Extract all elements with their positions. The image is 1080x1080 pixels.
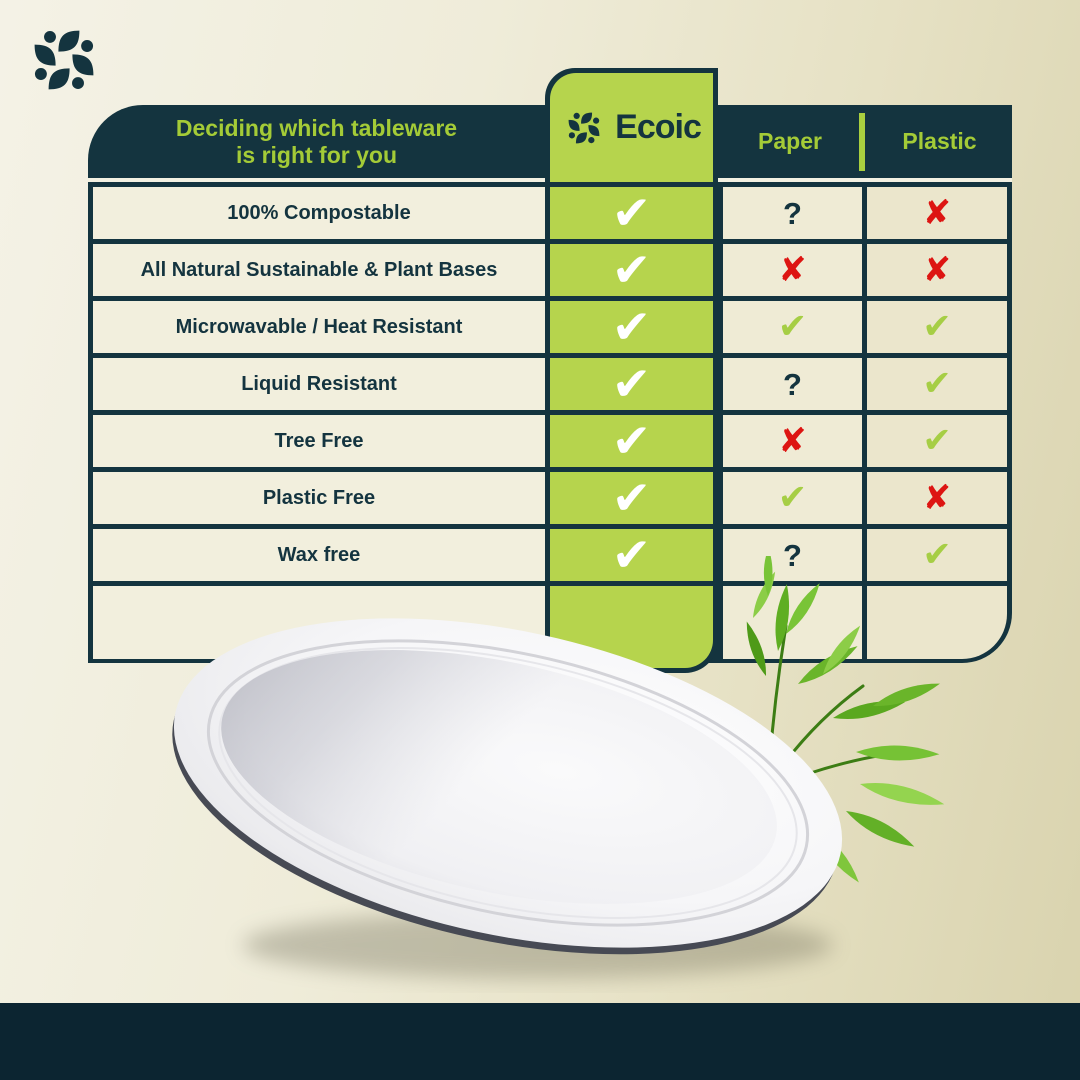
paper-mark-cell: ✘ [723, 415, 862, 467]
plastic-mark-cell: ✘ [867, 472, 1007, 524]
check-icon: ✔ [611, 299, 652, 355]
plastic-mark-cell: ✔ [867, 358, 1007, 410]
check-icon: ✔ [611, 185, 652, 241]
check-icon: ✔ [611, 356, 652, 412]
feature-label-cell: All Natural Sustainable & Plant Bases [93, 244, 545, 296]
plastic-column-header: Plastic [902, 128, 977, 154]
ecoic-mark-cell: ✔ [550, 358, 713, 410]
cross-icon: ✘ [778, 421, 807, 461]
check-icon: ✔ [777, 477, 808, 518]
ecoic-mark-cell: ✔ [550, 472, 713, 524]
feature-label-cell: Microwavable / Heat Resistant [93, 301, 545, 353]
footer-bar [0, 1003, 1080, 1080]
comparison-table: Deciding which tableware is right for yo… [88, 68, 1012, 673]
paper-mark-cell: ✘ [723, 244, 862, 296]
plastic-mark-cell: ✔ [867, 415, 1007, 467]
table-title-line1: Deciding which tableware [175, 114, 458, 141]
check-icon: ✔ [611, 527, 652, 583]
check-icon: ✔ [922, 420, 952, 461]
brand-logo-icon [34, 30, 94, 90]
plastic-mark-cell: ✘ [867, 187, 1007, 239]
check-icon: ✔ [611, 413, 652, 469]
plate-image [172, 618, 843, 979]
cross-icon: ✘ [778, 250, 807, 290]
paper-mark-cell: ✔ [723, 301, 862, 353]
check-icon: ✔ [922, 534, 952, 575]
paper-column-header: Paper [758, 128, 822, 154]
check-icon: ✔ [922, 363, 952, 404]
ecoic-brand-name: Ecoic [615, 108, 702, 146]
cross-icon: ✘ [922, 250, 952, 290]
ecoic-mark-cell: ✔ [550, 529, 713, 581]
question-icon: ? [783, 195, 802, 231]
cross-icon: ✘ [922, 478, 952, 518]
ecoic-mark-cell: ✔ [550, 415, 713, 467]
ecoic-mark-cell: ✔ [550, 301, 713, 353]
ecoic-logo-icon [568, 112, 600, 143]
feature-label-cell: 100% Compostable [93, 187, 545, 239]
check-icon: ✔ [922, 306, 952, 347]
feature-label-cell: Wax free [93, 529, 545, 581]
table-title: Deciding which tableware is right for yo… [88, 105, 545, 178]
plastic-mark-cell: ✔ [867, 301, 1007, 353]
header-divider [859, 113, 865, 171]
feature-label-cell: Plastic Free [93, 472, 545, 524]
paper-mark-cell: ? [723, 529, 862, 581]
empty-row-plastic-cell [867, 586, 1007, 659]
feature-label-cell: Liquid Resistant [93, 358, 545, 410]
ecoic-mark-cell: ✔ [550, 187, 713, 239]
paper-mark-cell: ? [723, 358, 862, 410]
plastic-mark-cell: ✘ [867, 244, 1007, 296]
table-grid: 100% Compostable ✔? ✘ All Natural Sustainab… [88, 182, 1012, 673]
paper-mark-cell: ✔ [723, 472, 862, 524]
check-icon: ✔ [777, 306, 808, 347]
feature-label-cell: Tree Free [93, 415, 545, 467]
cross-icon: ✘ [922, 193, 952, 233]
question-icon: ? [783, 366, 802, 402]
table-title-line2: is right for you [236, 141, 397, 168]
ecoic-column-header: Ecoic [545, 68, 718, 182]
question-icon: ? [783, 537, 802, 573]
paper-mark-cell: ? [723, 187, 862, 239]
plastic-mark-cell: ✔ [867, 529, 1007, 581]
check-icon: ✔ [611, 470, 652, 526]
check-icon: ✔ [611, 242, 652, 298]
ecoic-mark-cell: ✔ [550, 244, 713, 296]
